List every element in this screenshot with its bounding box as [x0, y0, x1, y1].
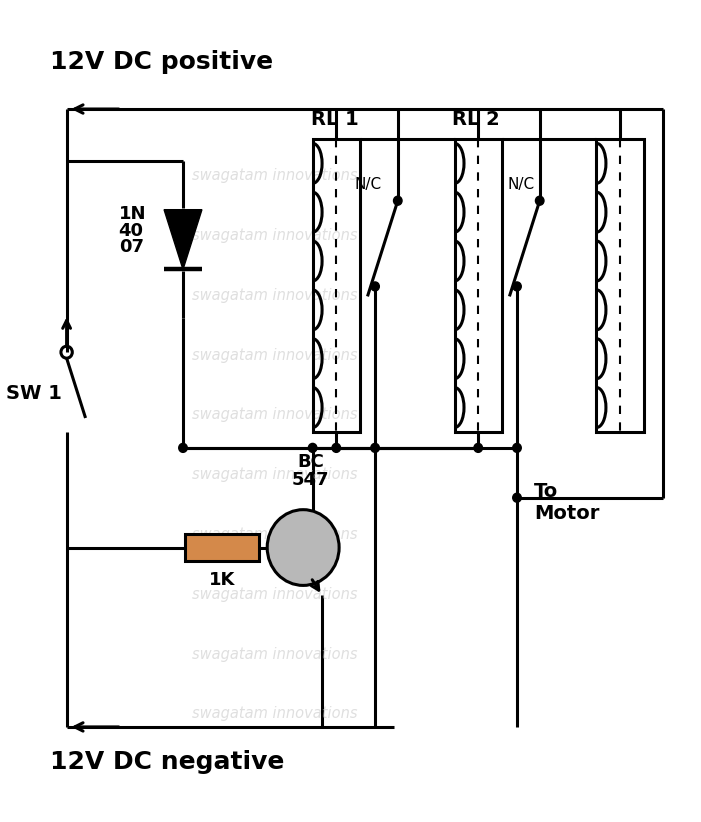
Text: swagatam innovations: swagatam innovations	[193, 647, 358, 662]
Text: SW 1: SW 1	[6, 384, 62, 403]
Text: RL 1: RL 1	[311, 110, 358, 129]
Text: swagatam innovations: swagatam innovations	[193, 467, 358, 483]
Circle shape	[371, 282, 379, 291]
Circle shape	[267, 510, 339, 585]
Text: swagatam innovations: swagatam innovations	[193, 228, 358, 243]
Circle shape	[308, 443, 317, 452]
Bar	[597, 139, 644, 432]
Text: N/C: N/C	[354, 178, 381, 192]
Circle shape	[371, 443, 379, 452]
Text: swagatam innovations: swagatam innovations	[193, 288, 358, 302]
Text: BC
547: BC 547	[292, 453, 329, 489]
Text: swagatam innovations: swagatam innovations	[193, 527, 358, 542]
Circle shape	[512, 282, 522, 291]
Text: RL 2: RL 2	[452, 110, 501, 129]
Circle shape	[393, 196, 402, 206]
Circle shape	[512, 493, 522, 502]
Circle shape	[179, 443, 187, 452]
Circle shape	[536, 196, 544, 206]
Text: swagatam innovations: swagatam innovations	[193, 348, 358, 363]
Polygon shape	[164, 210, 202, 270]
Bar	[454, 139, 502, 432]
Text: 12V DC positive: 12V DC positive	[50, 50, 273, 74]
Text: To
Motor: To Motor	[534, 482, 599, 523]
Circle shape	[474, 443, 482, 452]
Circle shape	[512, 443, 522, 452]
Bar	[313, 139, 360, 432]
Circle shape	[332, 443, 341, 452]
Bar	[185, 533, 259, 561]
Text: 12V DC negative: 12V DC negative	[50, 750, 284, 774]
Text: swagatam innovations: swagatam innovations	[193, 408, 358, 423]
Text: N/C: N/C	[508, 178, 535, 192]
Text: swagatam innovations: swagatam innovations	[193, 706, 358, 722]
Text: 1K: 1K	[209, 571, 235, 589]
Text: swagatam innovations: swagatam innovations	[193, 169, 358, 183]
Text: 1N
40
07: 1N 40 07	[118, 205, 146, 256]
Text: swagatam innovations: swagatam innovations	[193, 587, 358, 602]
